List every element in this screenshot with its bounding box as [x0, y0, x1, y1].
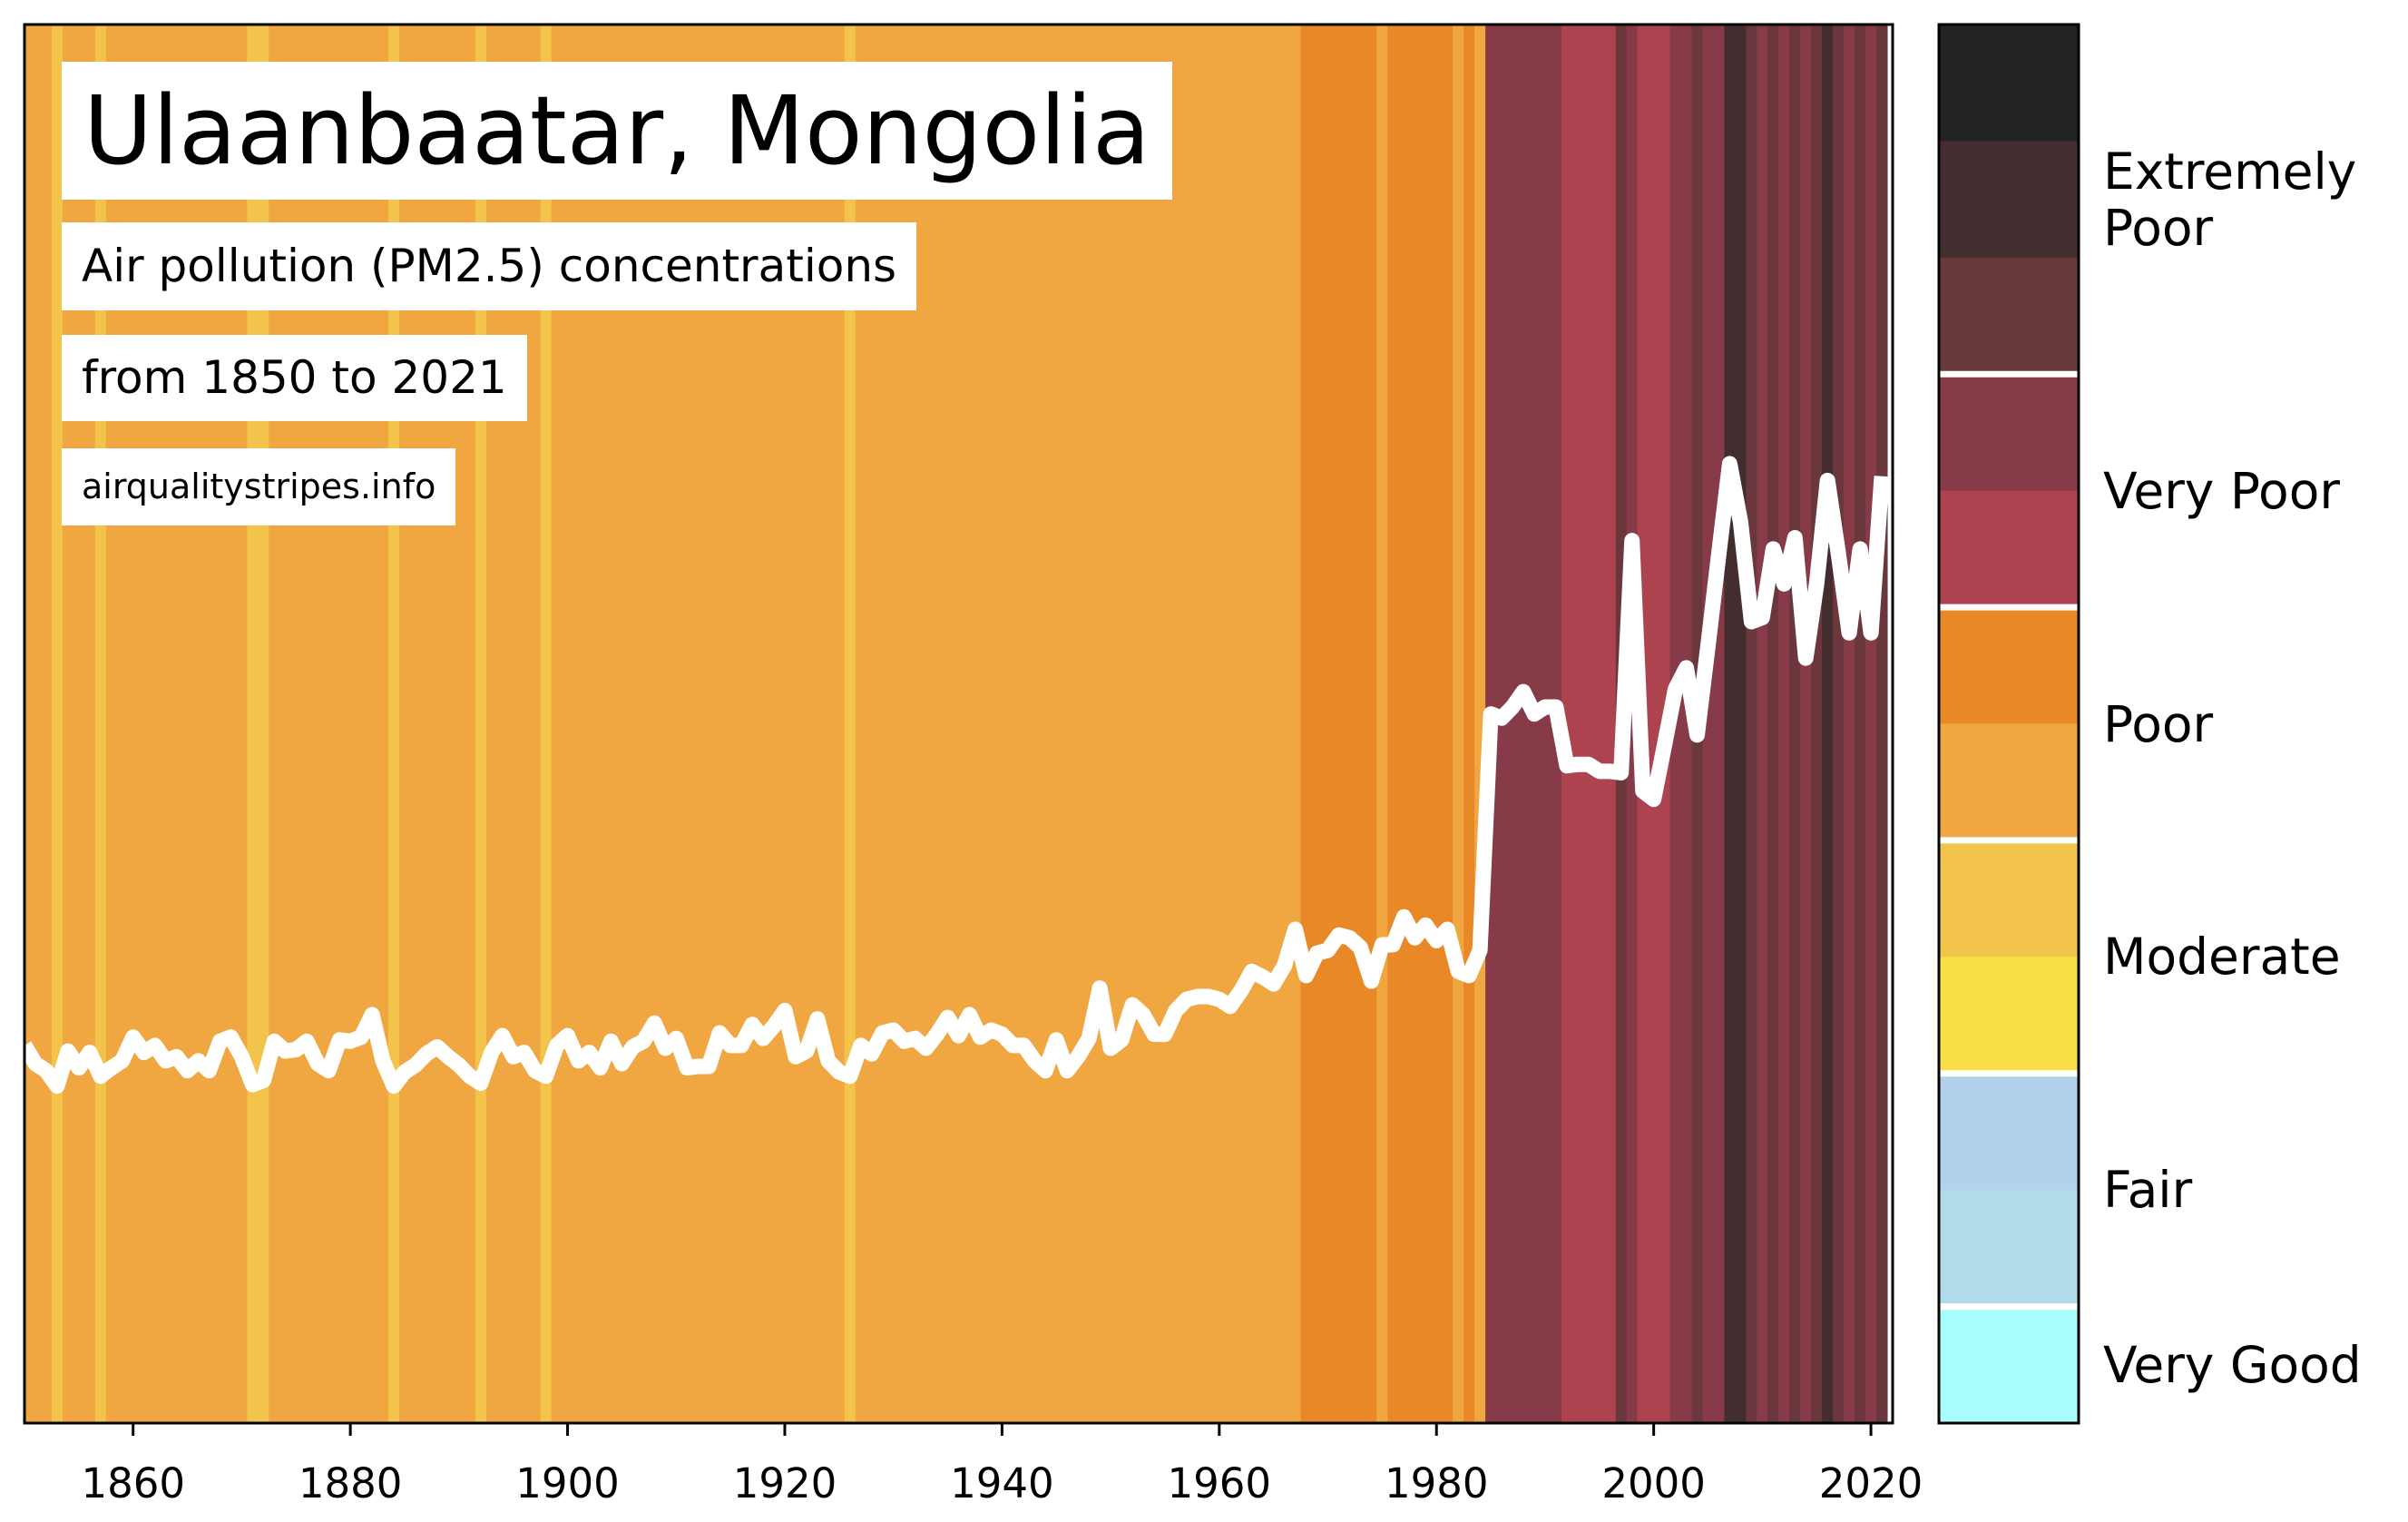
stripe: [1474, 25, 1486, 1423]
plot-frame: [23, 23, 1894, 1425]
colorbar-band: [1939, 257, 2079, 375]
stripe: [1778, 25, 1790, 1423]
stripe: [1757, 25, 1768, 1423]
x-tick-label: 1920: [733, 1459, 837, 1507]
stripe: [1300, 25, 1377, 1423]
colorbar-band: [1939, 141, 2079, 259]
stripe: [1626, 25, 1639, 1423]
stripe: [1463, 25, 1475, 1423]
colorbar-label: Poor: [2103, 694, 2214, 753]
line-layer: [17, 456, 1890, 1095]
stripe: [1561, 25, 1617, 1423]
stripe: [24, 25, 53, 1423]
colorbar-band: [1939, 723, 2079, 841]
pollution-line: [17, 456, 1890, 1095]
colorbar-band: [1939, 840, 2079, 957]
colorbar-band: [1939, 1073, 2079, 1191]
colorbar-label: Very Good: [2103, 1335, 2362, 1394]
stripe: [1844, 25, 1855, 1423]
x-axis: 1860 1880 1900 1920 1940 1960 1980 2000 2020: [81, 1423, 1923, 1507]
x-tick-label: 1960: [1168, 1459, 1272, 1507]
stripe: [1789, 25, 1801, 1423]
colorbar-band: [1939, 607, 2079, 724]
stripe: [1767, 25, 1779, 1423]
source: airqualitystripes.info: [62, 448, 456, 525]
colorbar-band: [1939, 1306, 2079, 1424]
stripe: [1800, 25, 1812, 1423]
stripe: [855, 25, 1302, 1423]
colorbar-label: Moderate: [2103, 928, 2341, 987]
stripe: [1833, 25, 1845, 1423]
stripe: [1855, 25, 1866, 1423]
x-tick-label: 2020: [1819, 1459, 1923, 1507]
x-tick-label: 1900: [515, 1459, 620, 1507]
stripe: [1746, 25, 1757, 1423]
period: from 1850 to 2021: [62, 335, 527, 421]
x-tick-label: 2000: [1601, 1459, 1706, 1507]
stripe: [1453, 25, 1464, 1423]
stripe: [1876, 25, 1888, 1423]
colorbar-frame: [1937, 23, 2080, 1425]
colorbar-label: Fair: [2103, 1161, 2193, 1220]
stripe: [1724, 25, 1747, 1423]
subtitle: Air pollution (PM2.5) concentrations: [62, 222, 917, 310]
colorbar-band: [1939, 1190, 2079, 1308]
colorbar: [1939, 25, 2079, 1424]
x-tick-label: 1860: [81, 1459, 185, 1507]
stripe: [1387, 25, 1454, 1423]
colorbar-band: [1939, 957, 2079, 1075]
colorbar-band: [1939, 374, 2079, 492]
stripe: [1376, 25, 1388, 1423]
stripe: [1702, 25, 1725, 1423]
colorbar-band: [1939, 490, 2079, 608]
title: Ulaanbaatar, Mongolia: [62, 62, 1172, 200]
x-tick-label: 1940: [950, 1459, 1054, 1507]
colorbar-label: Extremely Poor: [2103, 142, 2357, 257]
colorbar-label: Very Poor: [2103, 461, 2340, 520]
stripe: [1822, 25, 1834, 1423]
x-tick-label: 1880: [299, 1459, 403, 1507]
x-tick-label: 1980: [1385, 1459, 1489, 1507]
stripe: [1865, 25, 1877, 1423]
colorbar-band: [1939, 25, 2079, 142]
stripe: [1811, 25, 1823, 1423]
